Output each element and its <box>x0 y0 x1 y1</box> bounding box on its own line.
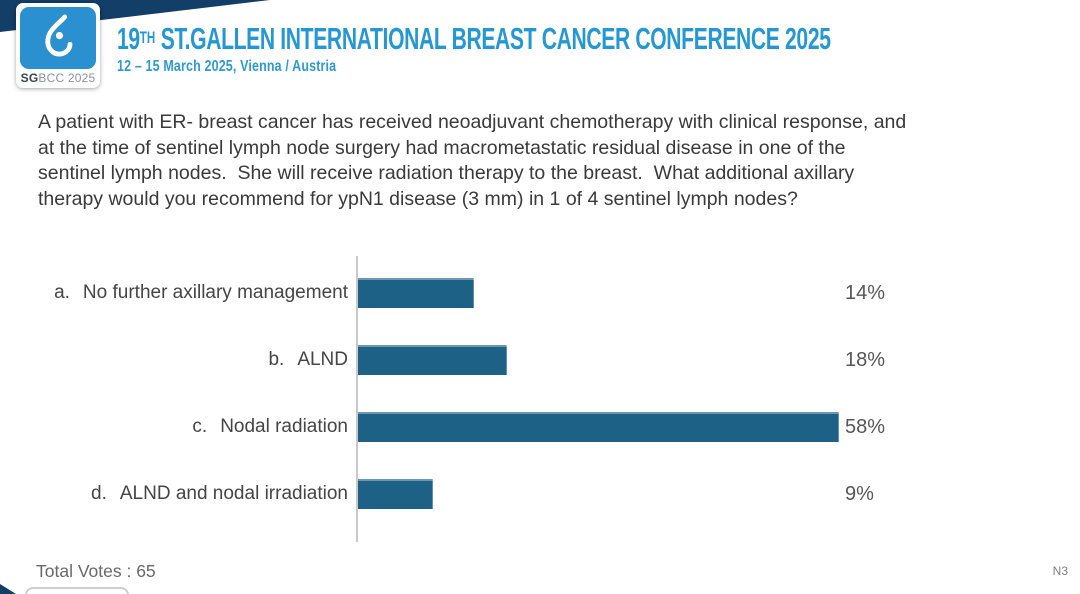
answer-text: ALND and nodal irradiation <box>119 483 348 504</box>
answer-text: ALND <box>297 349 348 370</box>
percentage-label: 18% <box>845 349 886 371</box>
answer-label: b. ALND <box>0 345 348 375</box>
title-ordinal: TH <box>139 28 156 47</box>
answer-label: d. ALND and nodal irradiation <box>0 479 348 509</box>
slide-code-label: N3 <box>1052 564 1068 578</box>
percentage-label: 9% <box>845 483 874 505</box>
bottom-left-ribbon <box>0 584 16 594</box>
sgbcc-logo: SGBCC 2025 <box>16 3 100 88</box>
conference-date-location: 12 – 15 March 2025, Vienna / Austria <box>117 58 337 75</box>
title-text: ST.GALLEN INTERNATIONAL BREAST CANCER CO… <box>155 21 831 56</box>
result-bar <box>358 479 433 509</box>
chart-row: a. No further axillary management 14% <box>0 278 1080 308</box>
answer-letter: b. <box>268 349 285 370</box>
answer-letter: d. <box>91 483 107 504</box>
answer-label: a. No further axillary management <box>0 278 348 308</box>
logo-caption: SGBCC 2025 <box>21 71 96 85</box>
title-number: 19 <box>117 21 140 56</box>
poll-question-text: A patient with ER- breast cancer has rec… <box>38 111 907 210</box>
result-bar <box>358 345 507 375</box>
header: 19TH ST.GALLEN INTERNATIONAL BREAST CANC… <box>117 22 1080 76</box>
total-votes-label: Total Votes : 65 <box>36 561 156 581</box>
answer-letter: c. <box>192 416 208 437</box>
logo-caption-rest: BCC 2025 <box>38 71 96 85</box>
answer-letter: a. <box>54 282 70 303</box>
result-bar <box>358 412 839 442</box>
poll-results-chart: a. No further axillary management 14% b.… <box>0 278 1080 542</box>
percentage-label: 58% <box>845 416 886 438</box>
answer-text: Nodal radiation <box>220 416 348 437</box>
chart-row: b. ALND 18% <box>0 345 1080 375</box>
percentage-label: 14% <box>845 282 886 304</box>
sgbcc-breast-logo-icon <box>20 7 96 69</box>
chart-row: d. ALND and nodal irradiation 9% <box>0 479 1080 509</box>
result-bar <box>358 278 474 308</box>
chart-axis-line <box>356 256 358 542</box>
answer-label: c. Nodal radiation <box>0 412 348 442</box>
chart-row: c. Nodal radiation 58% <box>0 412 1080 442</box>
bottom-edge-button[interactable] <box>25 587 129 594</box>
answer-text: No further axillary management <box>82 282 348 303</box>
conference-title: 19TH ST.GALLEN INTERNATIONAL BREAST CANC… <box>117 22 831 55</box>
logo-caption-bold: SG <box>20 71 39 85</box>
